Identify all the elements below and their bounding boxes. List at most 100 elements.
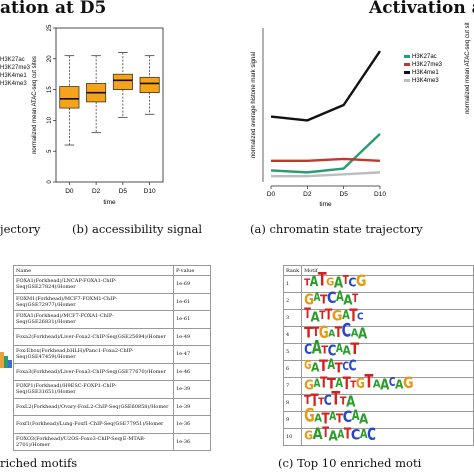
left-legend-item: H3K27me3 [0, 65, 31, 71]
motif-logo-thumbnail [0, 350, 12, 370]
pvalue-cell: 1e-39 [173, 397, 211, 416]
x-tick-label: D10 [144, 188, 156, 195]
motif-name-cell: Foxf1(Forkhead)/Lung-Foxf1-ChIP-Seq(GSE7… [13, 415, 174, 434]
motif-name-cell: Foxa3(Forkhead)/Liver-Foxa3-ChIP-Seq(GSE… [13, 362, 174, 381]
box-D0 [59, 86, 80, 109]
y-axis-label: normalized average histone mark signal [251, 52, 257, 158]
rank-cell: 4 [282, 326, 303, 344]
x-axis-label: time [319, 201, 332, 208]
pvalue-cell: 1e-49 [173, 327, 211, 346]
rank-cell: 8 [282, 394, 303, 412]
known-motifs-table: Name P-value FOXA1(Forkhead)/LNCAP-FOXA1… [13, 265, 211, 451]
legend-swatch [404, 79, 410, 82]
rank-cell: 6 [282, 360, 303, 378]
caption-left-bottom: riched motifs [0, 456, 78, 470]
motif-name-cell: FOXA1(Forkhead)/MCF7-FOXA1-ChIP-Seq(GSE2… [13, 310, 174, 329]
legend-swatch [404, 55, 410, 58]
series-line-H3K27me3 [271, 157, 381, 163]
plot-frame [55, 27, 164, 183]
legend-label: H3K27me3 [412, 62, 443, 68]
series-line-H3K4me3 [271, 171, 381, 178]
table-row: FOXP1(Forkhead)/H9ESC-FOXP1-ChIP-Seq(GSE… [13, 380, 211, 399]
x-tick-label: D0 [65, 188, 74, 195]
rank-cell: 1 [282, 275, 303, 293]
accessibility-boxplot: 0 5 10 15 20 25 D0 D2 D5 D10 time normalized mean A… [32, 24, 164, 206]
rank-cell: 2 [282, 292, 303, 310]
table-header-pvalue: P-value [173, 265, 211, 276]
pvalue-cell: 1e-69 [173, 275, 211, 294]
box-D5 [112, 73, 133, 90]
x-tick-label: D10 [374, 191, 386, 198]
rank-cell: 5 [282, 343, 303, 361]
right-panel-title: Activation a [369, 0, 474, 18]
table-row: 10 G A T A A T C A C [282, 424, 474, 446]
motif-name-cell: Foxa2(Forkhead)/Liver-Foxa2-ChIP-Seq(GSE… [13, 327, 174, 346]
pvalue-cell: 1e-47 [173, 345, 211, 364]
table-header-name: Name [13, 265, 174, 276]
table-row: FOXA1(Forkhead)/LNCAP-FOXA1-ChIP-Seq(GSE… [13, 275, 211, 294]
table-row: FOXA1(Forkhead)/MCF7-FOXA1-ChIP-Seq(GSE2… [13, 310, 211, 329]
y-tick-label: 25 [47, 24, 53, 31]
rank-cell: 10 [282, 428, 303, 446]
table-row: Foxa2(Forkhead)/Liver-Foxa2-ChIP-Seq(GSE… [13, 327, 211, 346]
y-axis-label: normalized mean ATAC-seq cut sites [32, 56, 38, 154]
table-row: FOXO3(Forkhead)/U2OS-Foxo3-ChIP-Seq(E-MT… [13, 432, 211, 451]
left-panel-title: ation at D5 [0, 0, 107, 18]
legend-label: H3K4me3 [412, 78, 439, 84]
left-legend-item: H3K27ac [0, 57, 25, 63]
table-header-motif: Motif [301, 265, 474, 276]
y-tick-label: 10 [47, 116, 53, 123]
pvalue-cell: 1e-46 [173, 362, 211, 381]
y-tick-label: 20 [47, 55, 53, 62]
x-tick-label: D5 [340, 191, 349, 198]
caption-c: (c) Top 10 enriched moti [278, 456, 422, 470]
caption-left-top: jectory [0, 222, 41, 236]
histone-line-chart: D0 D2 D5 D10 time normalized average histone … [251, 22, 471, 208]
pvalue-cell: 1e-36 [173, 415, 211, 434]
x-tick-label: D5 [119, 188, 128, 195]
table-row: Foxf1(Forkhead)/Lung-Foxf1-ChIP-Seq(GSE7… [13, 415, 211, 434]
x-tick-label: D0 [267, 191, 276, 198]
legend-label: H3K4me1 [412, 70, 439, 76]
pvalue-cell: 1e-36 [173, 432, 211, 451]
table-header-rank: Rank [282, 265, 303, 276]
x-tick-label: D2 [303, 191, 312, 198]
motif-name-cell: Fox:Ebox(Forkhead,bHLH)/Panc1-Foxa2-ChIP… [13, 345, 174, 364]
motif-name-cell: FoxL2(Forkhead)/Ovary-FoxL2-ChIP-Seq(GSE… [13, 397, 174, 416]
pvalue-cell: 1e-39 [173, 380, 211, 399]
y-tick-label: 15 [47, 86, 53, 93]
y-tick-label: 0 [47, 180, 53, 184]
pvalue-cell: 1e-61 [173, 292, 211, 311]
table-row: Fox:Ebox(Forkhead,bHLH)/Panc1-Foxa2-ChIP… [13, 345, 211, 364]
motif-name-cell: FOXA1(Forkhead)/LNCAP-FOXA1-ChIP-Seq(GSE… [13, 275, 174, 294]
motif-name-cell: FOXM1(Forkhead)/MCF7-FOXM1-ChIP-Seq(GSE7… [13, 292, 174, 311]
table-row: FoxL2(Forkhead)/Ovary-FoxL2-ChIP-Seq(GSE… [13, 397, 211, 416]
caption-b: (b) accessibility signal [72, 222, 203, 236]
x-tick-label: D2 [92, 188, 101, 195]
box-D10 [139, 76, 160, 94]
